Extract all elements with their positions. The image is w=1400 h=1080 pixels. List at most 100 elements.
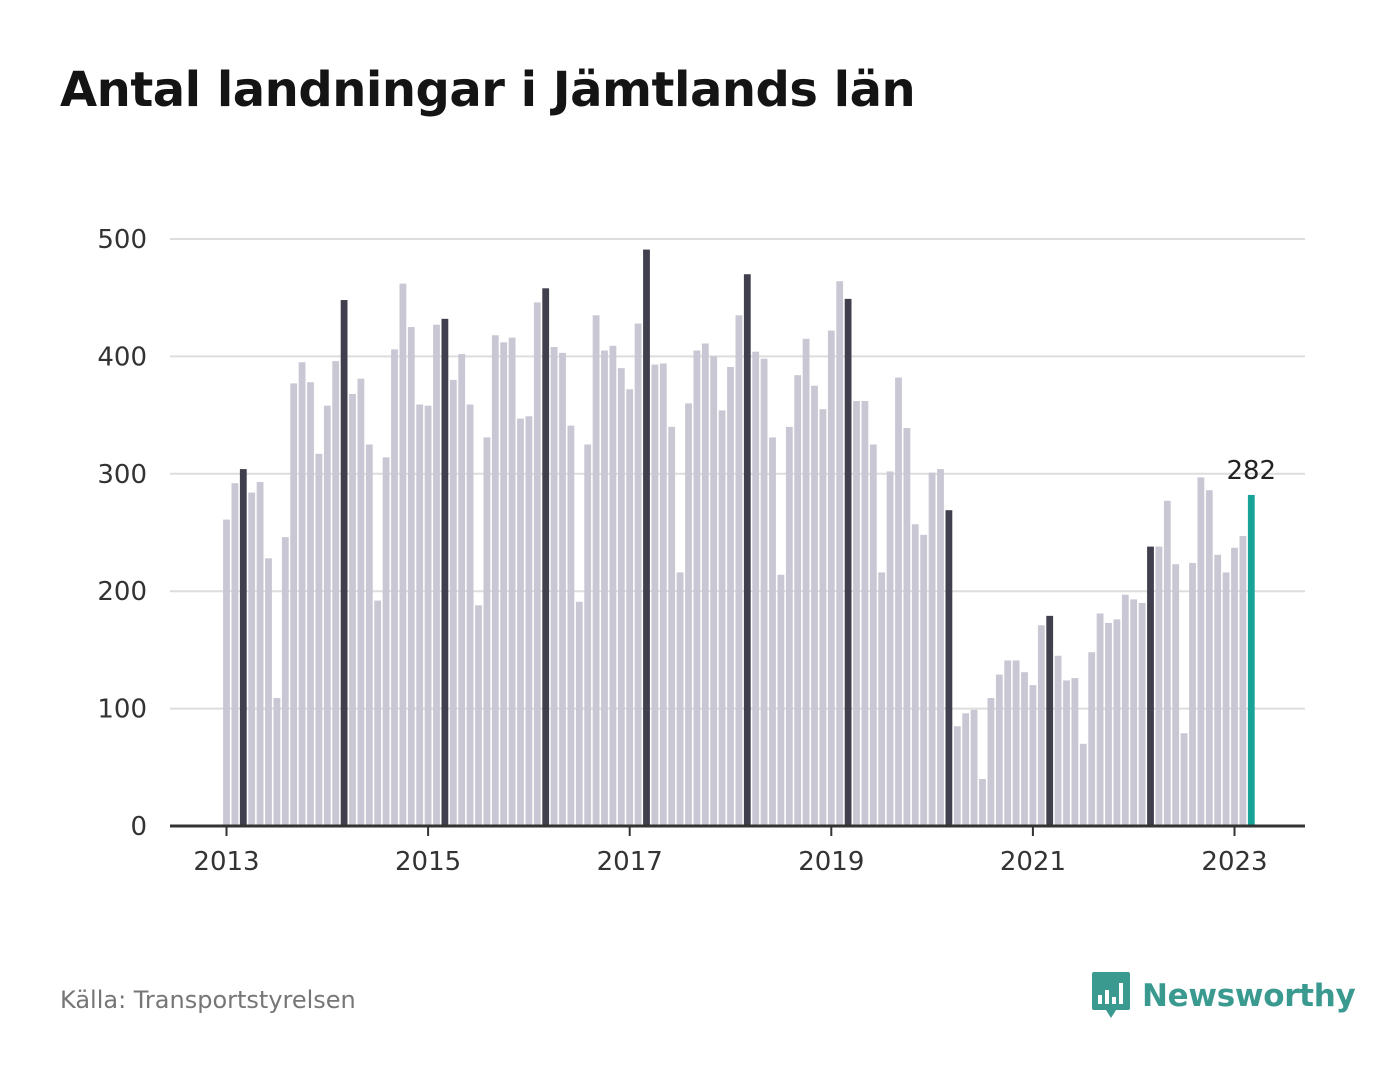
- bar: [987, 698, 995, 826]
- bar: [1163, 500, 1171, 826]
- bar: [349, 393, 356, 826]
- brand-logo[interactable]: Newsworthy: [1090, 970, 1356, 1022]
- bar: [433, 324, 440, 826]
- bar: [1205, 490, 1213, 826]
- bar: [1155, 546, 1163, 826]
- bar: [542, 288, 550, 826]
- bar: [466, 404, 474, 826]
- bar: [1071, 678, 1079, 826]
- bar: [827, 330, 835, 826]
- bar: [617, 368, 625, 826]
- bar: [760, 358, 768, 826]
- x-tick-label: 2019: [798, 847, 864, 877]
- bar: [903, 428, 911, 826]
- bar: [1172, 564, 1180, 826]
- bar: [1054, 655, 1062, 826]
- bar: [1063, 680, 1070, 826]
- bar: [685, 403, 692, 826]
- bar: [508, 337, 516, 826]
- bar: [1147, 546, 1154, 826]
- bar: [701, 343, 709, 826]
- bar: [995, 674, 1003, 826]
- y-tick-label: 300: [97, 460, 147, 490]
- bar: [895, 377, 902, 826]
- bar: [668, 426, 676, 826]
- bar: [819, 409, 827, 826]
- bar: [659, 363, 667, 826]
- bar: [416, 404, 424, 826]
- bar: [449, 379, 457, 826]
- x-tick-label: 2013: [193, 847, 259, 877]
- bar: [239, 469, 247, 826]
- bar: [281, 537, 289, 826]
- bar: [424, 405, 432, 826]
- y-tick-label: 400: [97, 342, 147, 372]
- bar: [802, 338, 810, 826]
- bar: [953, 726, 961, 826]
- bar: [794, 375, 802, 826]
- bar: [382, 457, 390, 826]
- bar: [777, 574, 785, 826]
- bar: [315, 453, 323, 826]
- bar: [1197, 477, 1205, 826]
- bar: [609, 345, 617, 826]
- x-tick-label: 2017: [597, 847, 663, 877]
- bar: [265, 558, 272, 826]
- bar: [928, 472, 936, 826]
- bar: [332, 361, 340, 826]
- bar: [1012, 660, 1020, 826]
- bar: [743, 274, 751, 827]
- newsworthy-bar-chart-speech-bubble-icon: [1092, 972, 1130, 1018]
- y-tick-label: 0: [130, 812, 147, 842]
- bar: [643, 249, 650, 826]
- bar: [223, 519, 230, 826]
- bar: [475, 605, 482, 826]
- bar: [340, 300, 348, 826]
- bar: [1088, 652, 1096, 826]
- bar: [525, 416, 533, 826]
- bar: [718, 410, 726, 826]
- bar: [693, 350, 701, 826]
- x-tick-label: 2023: [1201, 847, 1267, 877]
- bar: [500, 342, 508, 826]
- bar: [1214, 554, 1222, 826]
- bar: [920, 534, 928, 826]
- bar: [1021, 672, 1028, 826]
- bar: [407, 327, 415, 826]
- bar: [626, 389, 634, 826]
- bar: [483, 437, 491, 826]
- bar: [248, 492, 256, 826]
- bar: [1189, 563, 1196, 826]
- y-tick-label: 100: [97, 695, 147, 725]
- bar: [1138, 602, 1146, 826]
- bar: [323, 405, 331, 826]
- latest-value-label: 282: [1226, 456, 1276, 486]
- bar: [785, 426, 793, 826]
- bar: [962, 713, 970, 826]
- bar: [550, 347, 558, 826]
- bar: [1130, 599, 1138, 826]
- bar: [458, 354, 466, 826]
- bar: [861, 401, 869, 826]
- chart-title: Antal landningar i Jämtlands län: [60, 62, 916, 118]
- bar: [844, 298, 852, 826]
- bar: [1004, 660, 1012, 826]
- y-axis-ticks: 0 100 200 300 400 500: [97, 225, 147, 842]
- bar: [1113, 619, 1121, 826]
- bar: [1121, 594, 1129, 826]
- bar: [567, 425, 575, 826]
- bar: [256, 482, 264, 826]
- bar: [441, 318, 449, 826]
- bar: [911, 524, 919, 826]
- bar: [1247, 494, 1255, 826]
- bar: [878, 572, 886, 826]
- bar: [1231, 547, 1238, 826]
- bar: [752, 351, 760, 826]
- bar: [869, 444, 877, 826]
- x-tick-label: 2015: [395, 847, 461, 877]
- bar: [1029, 685, 1037, 826]
- bar: [559, 352, 566, 826]
- bar: [517, 418, 524, 826]
- annotations: 282: [1226, 456, 1276, 486]
